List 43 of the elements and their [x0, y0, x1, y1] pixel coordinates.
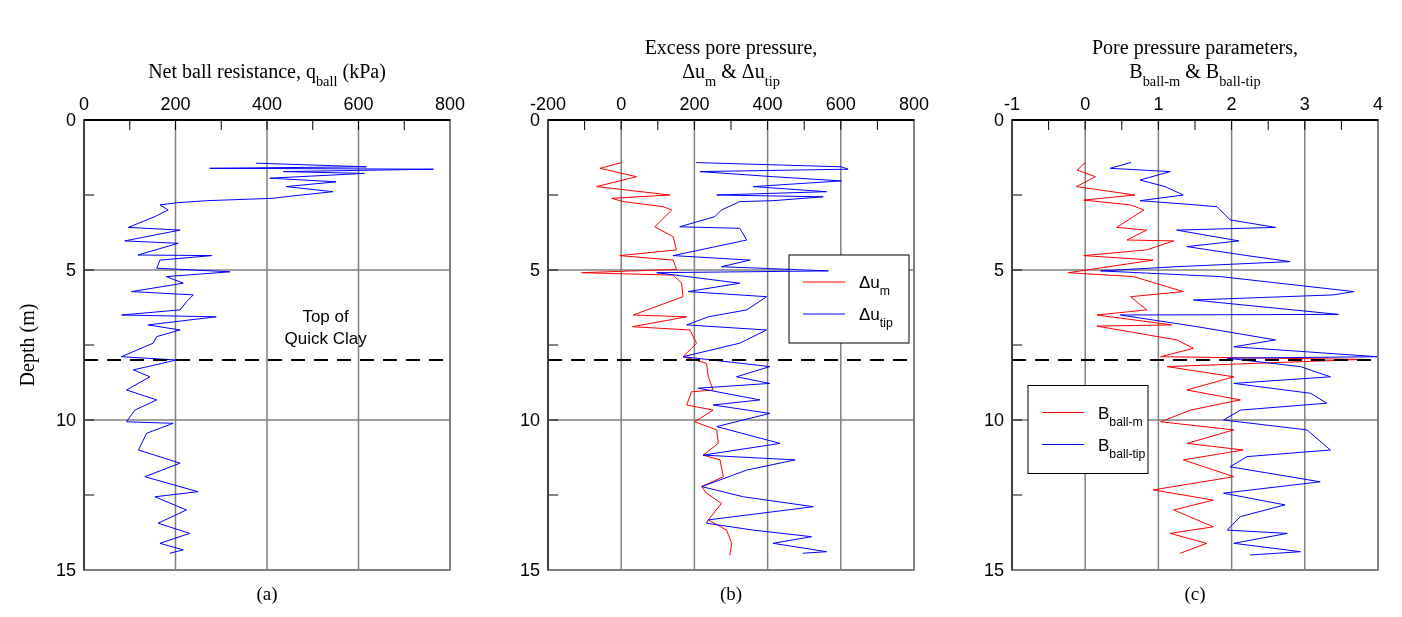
line-series: [581, 162, 733, 556]
legend-label: Δu$_{tip}$: [859, 305, 893, 330]
y-tick-label: 5: [65, 260, 76, 280]
ref-line-label: Top of Quick Clay: [284, 307, 368, 348]
x-tick-label: 800: [434, 94, 466, 114]
x-axis-title: Pore pressure parameters, B$_{ball-m}$ & B$_{ball-tip}$: [1091, 36, 1299, 89]
x-tick-label: 400: [752, 94, 783, 114]
x-tick-label: 1: [1153, 94, 1164, 114]
x-axis-title: Excess pore pressure, Δu$_{m}$ & Δu$_{tip}$: [644, 36, 818, 89]
y-tick-label: 10: [55, 410, 76, 430]
x-tick-label: 200: [160, 94, 191, 114]
x-tick-label: 600: [825, 94, 856, 114]
y-tick-label: 15: [983, 560, 1004, 580]
legend-label: B$_{ball-tip}$: [1098, 435, 1146, 461]
legend-label: Δu$_{m}$: [859, 273, 891, 298]
x-tick-label: -1: [1003, 94, 1021, 114]
legend-label: B$_{ball-m}$: [1098, 403, 1143, 429]
x-tick-label: 800: [898, 94, 930, 114]
x-tick-label: 400: [251, 94, 283, 114]
x-tick-label: 0: [78, 94, 90, 114]
text: (a): [256, 583, 278, 605]
x-axis-title: Net ball resistance, q$_{ball}$ (kPa): [148, 60, 386, 89]
y-tick-label: 10: [519, 410, 540, 430]
y-tick-label: 0: [993, 110, 1004, 130]
x-tick-label: 600: [343, 94, 374, 114]
y-tick-label: 15: [55, 560, 76, 580]
line-series: [656, 162, 849, 554]
line-series: [121, 162, 435, 554]
x-tick-label: 4: [1372, 94, 1384, 114]
x-tick-label: 0: [616, 94, 627, 114]
y-tick-label: 5: [529, 260, 540, 280]
y-axis-title: Depth (m): [16, 303, 39, 387]
y-tick-label: 5: [993, 260, 1004, 280]
text: (b): [719, 583, 743, 605]
y-tick-label: 15: [519, 560, 540, 580]
x-tick-label: 2: [1226, 94, 1237, 114]
y-tick-label: 0: [65, 110, 76, 130]
x-tick-label: 0: [1080, 94, 1091, 114]
x-tick-label: 3: [1299, 94, 1310, 114]
y-tick-label: 10: [983, 410, 1004, 430]
x-tick-label: 200: [679, 94, 710, 114]
text: (c): [1184, 583, 1206, 605]
line-series: [1100, 162, 1378, 556]
